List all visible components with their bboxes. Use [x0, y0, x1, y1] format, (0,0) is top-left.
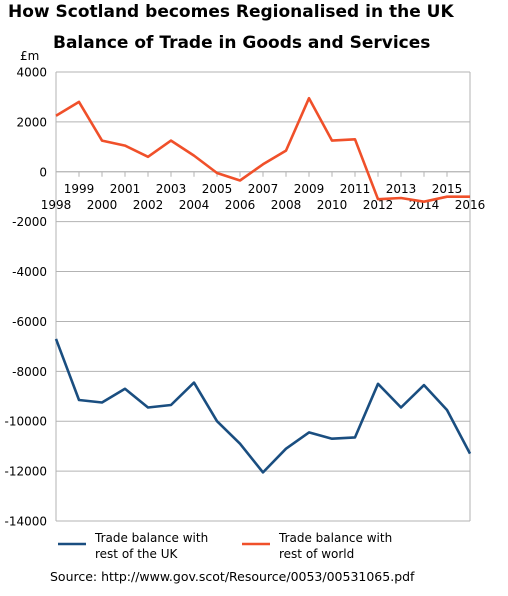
x-tick-label: 2008 [271, 198, 302, 212]
x-tick-label: 2009 [294, 182, 325, 196]
series-lines [54, 96, 472, 474]
x-tick-label: 2015 [432, 182, 463, 196]
x-tick-label: 2011 [340, 182, 371, 196]
legend-label: Trade balance with rest of world [278, 531, 392, 561]
y-axis-label: £m [20, 49, 39, 63]
legend-label: Trade balance with rest of the UK [94, 531, 208, 561]
y-tick-label: -6000 [12, 315, 47, 329]
y-tick-label: 4000 [16, 66, 47, 80]
x-tick-label: 2005 [202, 182, 233, 196]
series-line [54, 338, 472, 474]
chart-title: Balance of Trade in Goods and Services [53, 33, 431, 53]
y-tick-label: -10000 [4, 415, 47, 429]
source-note: Source: http://www.gov.scot/Resource/005… [50, 569, 415, 584]
page-title: How Scotland becomes Regionalised in the… [8, 2, 454, 22]
legend: Trade balance with rest of the UK Trade ba… [58, 531, 392, 561]
y-tick-label: -2000 [12, 215, 47, 229]
y-tick-label: -8000 [12, 365, 47, 379]
x-tick-label: 2002 [133, 198, 164, 212]
x-tick-label: 2007 [248, 182, 279, 196]
x-tick-label: 2016 [455, 198, 486, 212]
x-tick-label: 2006 [225, 198, 256, 212]
x-tick-label: 2000 [87, 198, 118, 212]
y-tick-label: -12000 [4, 465, 47, 479]
x-tick-label: 1998 [41, 198, 72, 212]
y-axis-ticks: 4000 2000 0 -2000 -4000 -6000 -8000 -10000 -1200… [4, 66, 47, 529]
x-tick-label: 2003 [156, 182, 187, 196]
x-axis-ticks: 1998 1999 2000 2001 2002 2003 2004 2005 2006 2007… [41, 171, 486, 212]
x-tick-label: 1999 [64, 182, 95, 196]
y-tick-label: 0 [39, 165, 47, 179]
gridlines [55, 71, 471, 522]
x-tick-label: 2013 [386, 182, 417, 196]
x-tick-label: 2001 [110, 182, 141, 196]
x-tick-label: 2004 [179, 198, 210, 212]
y-tick-label: -4000 [12, 265, 47, 279]
x-tick-label: 2010 [317, 198, 348, 212]
y-tick-label: 2000 [16, 115, 47, 129]
y-tick-label: -14000 [4, 515, 47, 529]
x-tick-label: 2012 [363, 198, 394, 212]
